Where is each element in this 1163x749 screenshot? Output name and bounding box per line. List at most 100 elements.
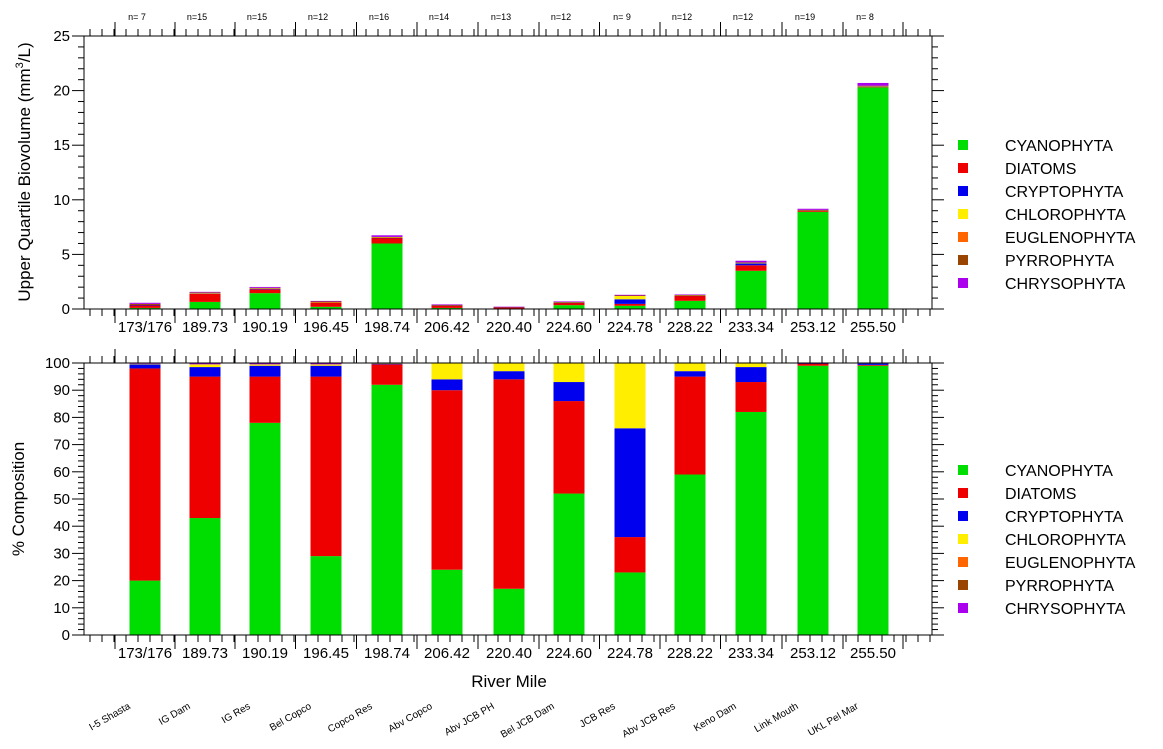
legend-swatch-chrysophyta <box>958 278 968 288</box>
x-tick-label: 228.22 <box>667 645 713 662</box>
legend-swatch-cryptophyta <box>958 511 968 521</box>
x-tick-label: 206.42 <box>424 319 470 336</box>
bar-segment-chrysophyta <box>189 291 221 293</box>
bar-segment-chlorophyta <box>674 363 706 372</box>
bar-segment-chlorophyta <box>189 292 221 294</box>
bar-segment-pyrrophyta <box>371 236 403 238</box>
bar-segment-chrysophyta <box>249 286 281 288</box>
x-tick-label: 224.60 <box>546 645 592 662</box>
legend-swatch-euglenophyta <box>958 232 968 242</box>
legend-label-cyanophyta: CYANOPHYTA <box>1005 463 1113 480</box>
legend-label-pyrrophyta: PYRROPHYTA <box>1005 253 1114 270</box>
bar-segment-pyrrophyta <box>553 301 585 303</box>
x-tick-label: 224.60 <box>546 319 592 336</box>
x-tick-label: 189.73 <box>182 319 228 336</box>
x-tick-label: 190.19 <box>242 319 288 336</box>
bar-segment-chlorophyta <box>614 363 646 429</box>
bar-segment-pyrrophyta <box>614 295 646 297</box>
bar-segment-chlorophyta <box>735 262 767 264</box>
x-tick-label: 206.42 <box>424 645 470 662</box>
site-name-label: Keno Dam <box>692 701 738 734</box>
bar-segment-chrysophyta <box>797 208 829 210</box>
y-tick-label: 25 <box>53 28 70 45</box>
x-tick-label: 255.50 <box>850 319 896 336</box>
bar-segment-diatoms <box>249 289 281 294</box>
bar-segment-pyrrophyta <box>674 295 706 296</box>
legend-label-euglenophyta: EUGLENOPHYTA <box>1005 555 1136 572</box>
sample-count-label: n= 9 <box>613 12 631 22</box>
bar-segment-cryptophyta <box>735 263 767 266</box>
x-tick-label: 220.40 <box>486 319 532 336</box>
bar-segment-chlorophyta <box>857 86 889 87</box>
site-name-label: Abv JCB Res <box>620 701 677 740</box>
bar-segment-chlorophyta <box>189 364 221 368</box>
bar-segment-cryptophyta <box>310 365 342 377</box>
legend-label-chlorophyta: CHLOROPHYTA <box>1005 207 1126 224</box>
sample-count-label: n=15 <box>247 12 267 22</box>
bar-segment-cyanophyta <box>735 411 767 635</box>
bar-segment-cryptophyta <box>553 382 585 402</box>
x-tick-label: 189.73 <box>182 645 228 662</box>
legend-label-cyanophyta: CYANOPHYTA <box>1005 138 1113 155</box>
bar-segment-diatoms <box>310 376 342 557</box>
bar-segment-diatoms <box>674 295 706 301</box>
bar-segment-cryptophyta <box>857 363 889 365</box>
bar-segment-cyanophyta <box>129 307 161 309</box>
legend-label-diatoms: DIATOMS <box>1005 161 1076 178</box>
bar-segment-diatoms <box>614 537 646 573</box>
x-tick-label: 220.40 <box>486 645 532 662</box>
bar-segment-diatoms <box>249 376 281 423</box>
legend-label-chrysophyta: CHRYSOPHYTA <box>1005 276 1126 293</box>
x-tick-label: 253.12 <box>790 319 836 336</box>
y-tick-label: 60 <box>53 464 70 481</box>
x-tick-label: 198.74 <box>364 319 410 336</box>
site-name-label: Link Mouth <box>753 701 801 735</box>
bar-segment-chlorophyta <box>493 363 525 372</box>
bar-segment-chlorophyta <box>797 210 829 211</box>
site-name-label: JCB Res <box>578 701 618 730</box>
bar-segment-diatoms <box>857 86 889 88</box>
x-tick-label: 255.50 <box>850 645 896 662</box>
bar-segment-cyanophyta <box>431 569 463 635</box>
bar-segment-chrysophyta <box>553 301 585 302</box>
bar-segment-cyanophyta <box>797 211 829 309</box>
bar-segment-cryptophyta <box>431 379 463 391</box>
legend-label-cryptophyta: CRYPTOPHYTA <box>1005 509 1124 526</box>
bar-segment-chlorophyta <box>735 363 767 368</box>
site-name-label: I-5 Shasta <box>88 701 133 734</box>
bar-segment-chrysophyta <box>371 235 403 237</box>
bar-segment-pyrrophyta <box>310 301 342 303</box>
bar-segment-cyanophyta <box>493 588 525 635</box>
y-tick-label: 70 <box>53 437 70 454</box>
bar-segment-cryptophyta <box>674 371 706 377</box>
bar-segment-cyanophyta <box>371 384 403 635</box>
bar-segment-diatoms <box>735 382 767 412</box>
bar-segment-chlorophyta <box>553 363 585 383</box>
bar-segment-cryptophyta <box>614 299 646 304</box>
bar-segment-cyanophyta <box>857 365 889 635</box>
bar-segment-cyanophyta <box>189 301 221 309</box>
bar-segment-diatoms <box>614 303 646 306</box>
bar-segment-diatoms <box>371 238 403 244</box>
y-tick-label: 20 <box>53 83 70 100</box>
y-tick-label: 40 <box>53 518 70 535</box>
bar-segment-diatoms <box>553 401 585 494</box>
bar-segment-cyanophyta <box>249 422 281 635</box>
bar-segment-chrysophyta <box>310 363 342 365</box>
legend-swatch-cyanophyta <box>958 140 968 150</box>
bar-segment-diatoms <box>735 265 767 271</box>
bar-segment-cryptophyta <box>553 302 585 304</box>
bar-segment-diatoms <box>857 364 889 366</box>
bar-segment-chlorophyta <box>371 363 403 364</box>
panel-1 <box>72 22 944 323</box>
y-tick-label: 10 <box>53 600 70 617</box>
bar-segment-diatoms <box>189 293 221 302</box>
legend-swatch-diatoms <box>958 163 968 173</box>
bar-segment-diatoms <box>674 376 706 475</box>
bar-segment-cryptophyta <box>371 363 403 365</box>
x-tick-label: 233.34 <box>728 319 774 336</box>
bar-segment-cryptophyta <box>493 371 525 380</box>
bar-segment-cyanophyta <box>129 580 161 635</box>
legend-swatch-pyrrophyta <box>958 580 968 590</box>
